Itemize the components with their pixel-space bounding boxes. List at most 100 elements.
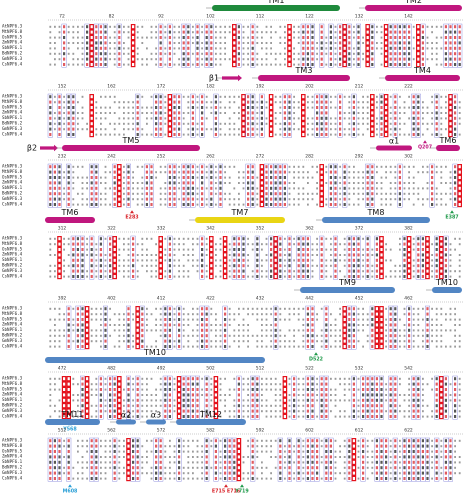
residue: [348, 339, 351, 343]
similar-column: [434, 93, 440, 138]
residue: [320, 248, 323, 251]
residue: [348, 46, 351, 50]
residue: [385, 324, 387, 326]
residue: [205, 415, 208, 418]
residue: [164, 323, 167, 327]
residue: [408, 404, 410, 407]
residue: [58, 203, 61, 206]
residue: [297, 307, 300, 310]
similar-column: [125, 305, 131, 350]
residue: [224, 323, 227, 327]
residue: [247, 176, 250, 179]
residue: [63, 117, 65, 120]
residue: [81, 258, 84, 262]
residue: [311, 25, 314, 29]
similar-column: [57, 163, 63, 208]
residue: [403, 329, 406, 332]
helix-bar: [212, 5, 340, 11]
residue: [320, 264, 323, 268]
sequence-name: AtNPF6.3: [2, 306, 23, 311]
residue: [421, 242, 424, 246]
residue: [90, 329, 93, 332]
residue: [187, 170, 190, 174]
residue: [366, 203, 369, 206]
residue: [237, 248, 240, 251]
residue: [63, 171, 65, 174]
residue: [293, 477, 295, 480]
residue: [260, 170, 263, 174]
residue: [288, 318, 291, 321]
residue: [366, 63, 369, 66]
mutation-marker: [130, 210, 134, 214]
residue: [454, 100, 457, 104]
residue: [201, 312, 204, 316]
ruler-number: 422: [206, 296, 215, 302]
residue: [196, 237, 199, 240]
residue: [311, 165, 314, 168]
residue: [141, 25, 144, 28]
residue: [385, 399, 387, 402]
residue: [67, 122, 70, 126]
similar-column: [98, 23, 104, 68]
residue: [150, 95, 153, 98]
similar-column: [392, 305, 398, 350]
residue: [288, 100, 291, 104]
residue: [182, 307, 185, 310]
residue: [357, 466, 360, 469]
residue: [86, 439, 88, 442]
residue: [458, 192, 461, 196]
residue: [95, 25, 98, 29]
residue: [205, 95, 208, 98]
residue: [187, 254, 190, 256]
residue: [118, 264, 121, 267]
residue: [99, 393, 102, 397]
residue: [237, 439, 240, 443]
residue: [440, 176, 443, 179]
residue: [224, 394, 226, 396]
residue: [104, 171, 107, 174]
residue: [270, 258, 273, 262]
residue: [219, 259, 222, 262]
residue: [458, 377, 461, 380]
residue: [72, 100, 75, 104]
residue: [164, 171, 167, 174]
residue: [54, 324, 56, 326]
residue: [155, 133, 158, 136]
residue: [389, 415, 392, 418]
residue: [192, 313, 194, 316]
residue: [118, 30, 121, 34]
residue: [150, 259, 153, 262]
residue: [403, 248, 406, 251]
residue: [219, 176, 222, 179]
residue: [164, 398, 167, 402]
conserved-column: [351, 438, 357, 482]
residue: [394, 439, 397, 443]
residue: [168, 192, 171, 196]
residue: [371, 398, 374, 402]
residue: [100, 477, 102, 480]
residue: [141, 323, 144, 327]
residue: [343, 36, 346, 39]
residue: [274, 95, 277, 98]
residue: [72, 242, 75, 246]
residue: [385, 410, 387, 413]
residue: [118, 382, 121, 386]
residue: [178, 106, 181, 109]
residue: [353, 63, 355, 66]
similar-column: [296, 235, 302, 280]
residue: [417, 313, 420, 316]
residue: [265, 47, 268, 50]
residue: [412, 36, 415, 39]
residue: [247, 52, 249, 55]
residue: [343, 318, 346, 321]
residue: [49, 31, 52, 34]
residue: [403, 122, 406, 125]
residue: [339, 377, 341, 380]
residue: [155, 254, 157, 256]
residue: [215, 165, 217, 168]
residue: [173, 404, 176, 407]
residue: [293, 171, 295, 174]
residue: [403, 450, 406, 453]
residue: [150, 439, 153, 442]
residue: [270, 106, 273, 109]
